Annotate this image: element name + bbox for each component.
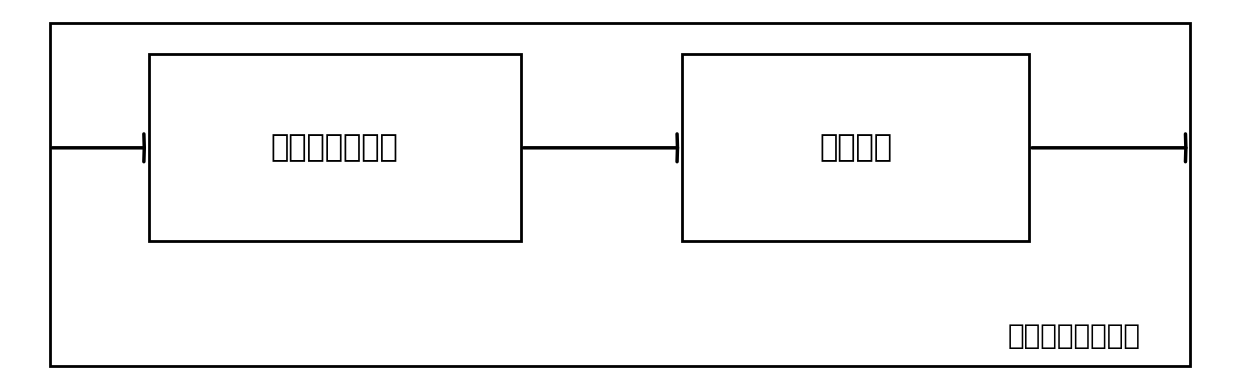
Text: 比例环节: 比例环节 (820, 133, 892, 162)
Bar (149, 54, 521, 241)
Text: 零极点发生环节: 零极点发生环节 (270, 133, 399, 162)
Bar (50, 23, 1190, 366)
Bar (682, 54, 1029, 241)
Text: 偶极子补偿控制器: 偶极子补偿控制器 (1008, 322, 1141, 350)
